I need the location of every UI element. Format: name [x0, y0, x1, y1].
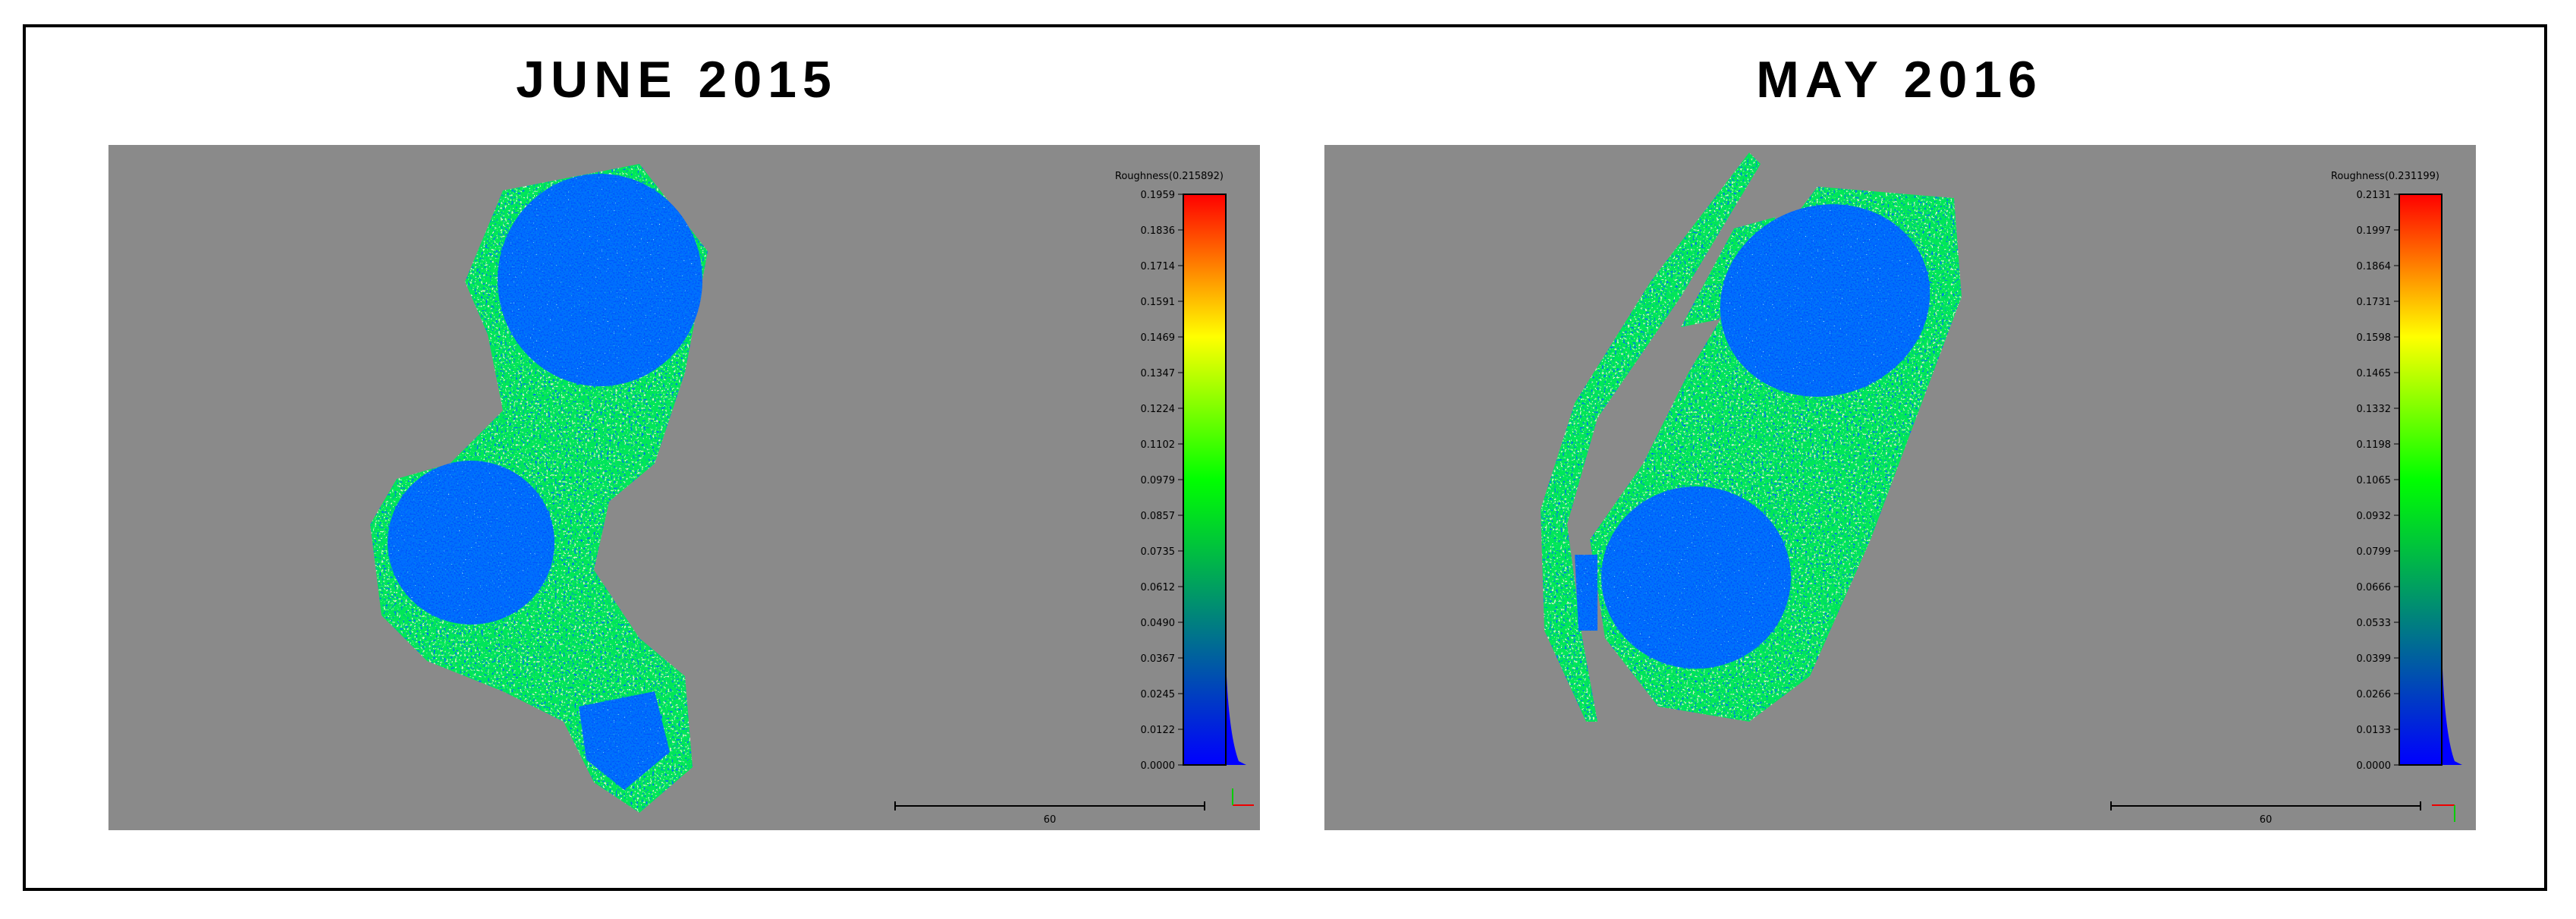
colorbar-histogram	[1227, 676, 1246, 765]
dense-region	[1575, 204, 1930, 669]
colorbar-tick-label: 0.0000	[1141, 760, 1176, 772]
roughness-map: Roughness(0.215892) 0.1959 0.1836 0.1714 0.…	[108, 145, 1260, 830]
colorbar-tick-label: 0.1997	[2357, 225, 2392, 237]
colorbar-tick-label: 0.0490	[1141, 618, 1176, 629]
colorbar-tick-label: 0.0133	[2357, 725, 2392, 736]
colorbar-tick-label: 0.1065	[2357, 475, 2392, 486]
map-view: Roughness(0.215892) 0.19590.18360.17140.…	[370, 164, 1254, 826]
scale-bar: 60	[2110, 801, 2421, 826]
colorbar-tick-label: 0.0367	[1141, 653, 1176, 665]
colorbar-tick-label: 0.1591	[1141, 297, 1176, 308]
colorbar-tick-label: 0.1332	[2357, 404, 2392, 415]
colorbar-tick-label: 0.1731	[2357, 297, 2392, 308]
colorbar-tick-label: 0.1102	[1141, 439, 1176, 451]
colorbar-tick-label: 0.1864	[2357, 261, 2392, 272]
colorbar-label: Roughness(0.215892)	[1115, 171, 1224, 182]
colorbar-label: Roughness(0.231199)	[2331, 171, 2439, 182]
roughness-map: Roughness(0.231199) 0.2131 0.1997 0.1864 0.…	[1324, 145, 2476, 830]
colorbar-tick-label: 0.0122	[1141, 725, 1176, 736]
colorbar-ticks: 0.2131 0.1997 0.1864 0.1731 0.1598 0.1465 0.13…	[2357, 190, 2399, 772]
colorbar-tick-label: 0.0979	[1141, 475, 1176, 486]
colorbar-tick-label: 0.0533	[2357, 618, 2392, 629]
colorbar-tick-label: 0.0612	[1141, 582, 1176, 593]
map-view: Roughness(0.231199) 0.21310.19970.18640.…	[1541, 153, 2462, 826]
colorbar-tick-label: 0.0266	[2357, 689, 2392, 700]
colorbar-gradient	[2399, 194, 2442, 766]
colorbar-tick-label: 0.0799	[2357, 546, 2392, 558]
colorbar-tick-label: 0.1224	[1141, 404, 1176, 415]
colorbar-tick-label: 0.1198	[2357, 439, 2392, 451]
colorbar-ticks: 0.1959 0.1836 0.1714 0.1591 0.1469 0.1347 0.12…	[1141, 190, 1183, 772]
colorbar-tick-label: 0.0735	[1141, 546, 1176, 558]
colorbar-gradient	[1183, 194, 1227, 766]
panel-title: JUNE 2015	[516, 51, 837, 109]
colorbar-tick-label: 0.1469	[1141, 332, 1176, 344]
colorbar-tick-label: 0.0000	[2357, 760, 2392, 772]
scale-label: 60	[2260, 814, 2273, 826]
colorbar-histogram	[2442, 669, 2462, 765]
dense-region	[388, 174, 702, 790]
colorbar: Roughness(0.215892) 0.19590.18360.17140.…	[1115, 171, 1246, 772]
colorbar-tick-label: 0.0399	[2357, 653, 2392, 665]
colorbar-tick-label: 0.1347	[1141, 368, 1176, 379]
scale-label: 60	[1044, 814, 1057, 826]
scale-bar: 60	[894, 801, 1205, 826]
colorbar-tick-label: 0.0245	[1141, 689, 1176, 700]
colorbar-tick-label: 0.1836	[1141, 225, 1176, 237]
colorbar-tick-label: 0.2131	[2357, 190, 2392, 201]
panel-title: MAY 2016	[1756, 51, 2043, 109]
figure-frame	[23, 24, 2547, 891]
colorbar-tick-label: 0.0932	[2357, 511, 2392, 522]
colorbar-tick-label: 0.0857	[1141, 511, 1176, 522]
colorbar-tick-label: 0.1959	[1141, 190, 1176, 201]
colorbar-tick-label: 0.0666	[2357, 582, 2392, 593]
colorbar-tick-label: 0.1598	[2357, 332, 2392, 344]
colorbar: Roughness(0.231199) 0.21310.19970.18640.…	[2331, 171, 2462, 772]
colorbar-tick-label: 0.1465	[2357, 368, 2392, 379]
colorbar-tick-label: 0.1714	[1141, 261, 1176, 272]
